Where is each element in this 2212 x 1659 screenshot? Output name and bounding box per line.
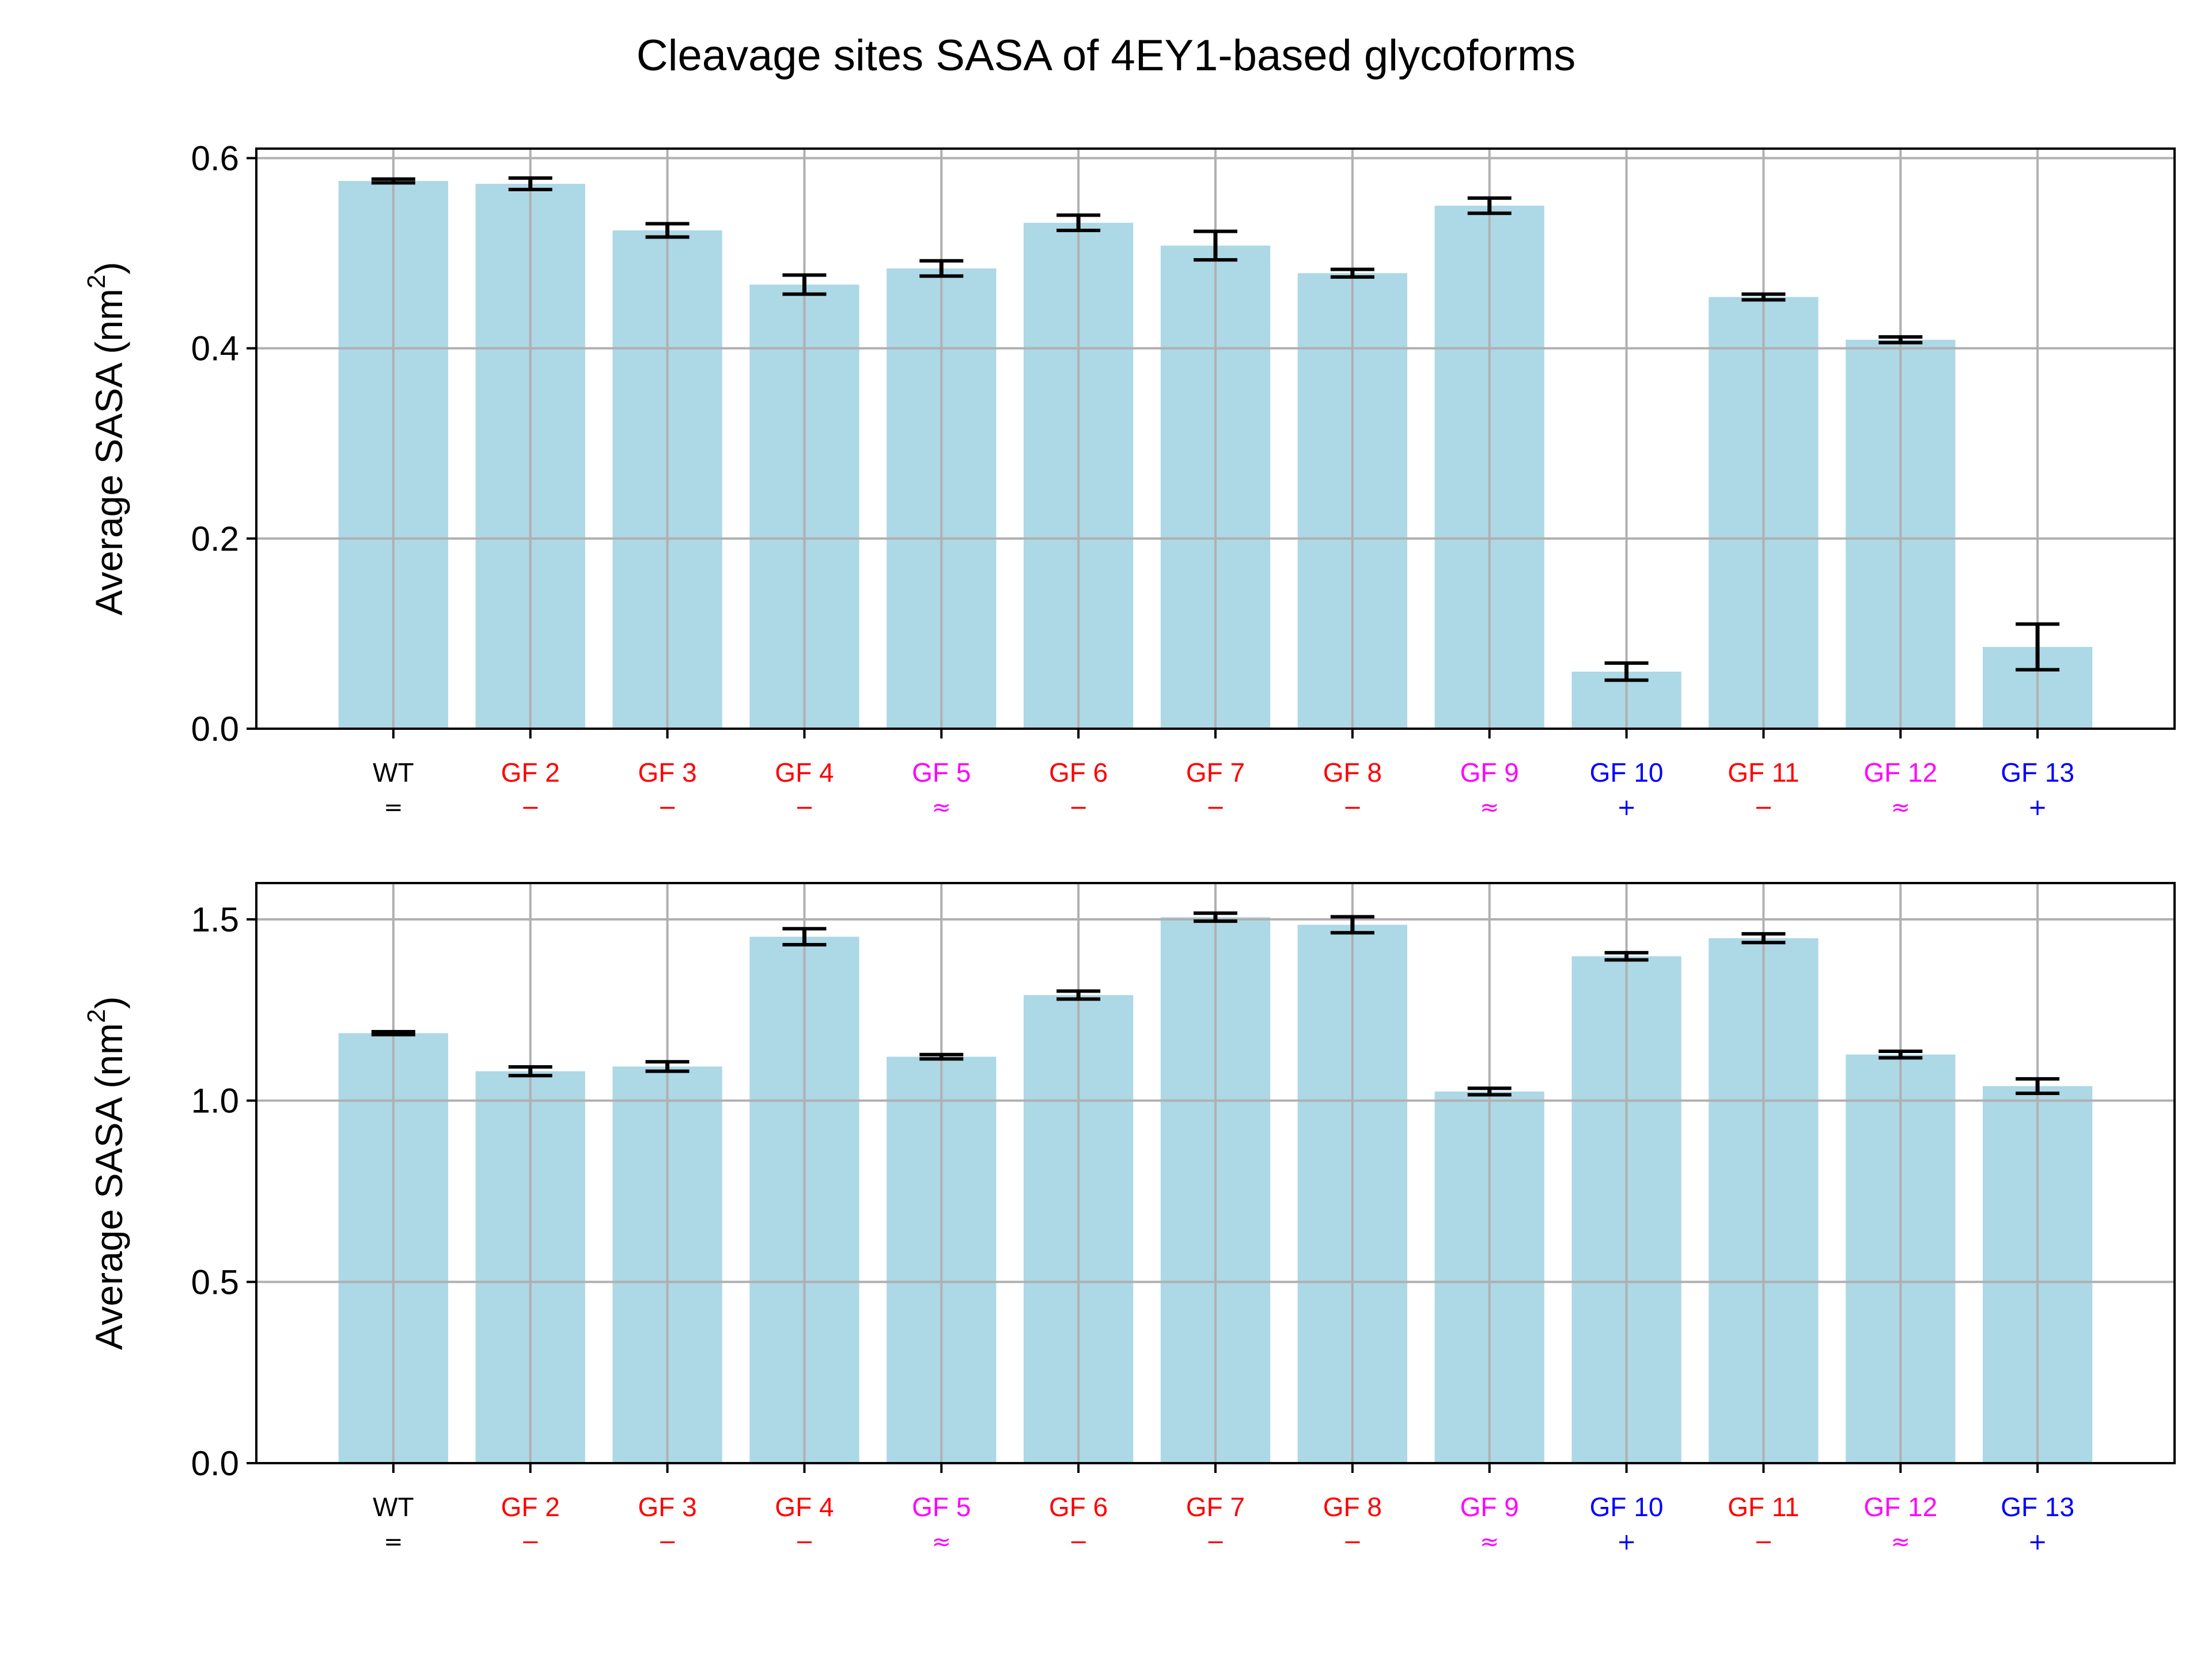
top-xtick-symbol-0: = xyxy=(384,794,403,821)
bottom-xtick-label-8: GF 9 xyxy=(1460,1492,1519,1522)
top-ytick-label-2: 0.4 xyxy=(191,329,239,368)
bottom-ylabel-close: ) xyxy=(88,997,130,1009)
bottom-xtick-symbol-8: ≈ xyxy=(1480,1529,1499,1555)
bottom-ytick-label-2: 1.0 xyxy=(191,1082,239,1120)
bottom-xtick-symbol-11: ≈ xyxy=(1891,1529,1911,1555)
bottom-ytick-label-3: 1.5 xyxy=(191,900,239,939)
bottom-ylabel-main: Average SASA (nm xyxy=(88,1023,130,1350)
top-xtick-symbol-9: + xyxy=(1617,794,1637,821)
top-ylabel-superscript: 2 xyxy=(82,275,111,289)
top-xtick-symbol-3: − xyxy=(795,794,815,821)
top-xtick-label-8: GF 9 xyxy=(1460,757,1519,787)
bottom-xtick-symbol-3: − xyxy=(795,1529,815,1555)
top-xtick-label-3: GF 4 xyxy=(775,757,834,787)
bottom-xtick-symbol-6: − xyxy=(1206,1529,1225,1555)
top-xtick-symbol-11: ≈ xyxy=(1891,794,1911,821)
bottom-xtick-label-3: GF 4 xyxy=(775,1492,834,1522)
top-xtick-label-4: GF 5 xyxy=(912,757,971,787)
bottom-chart-panel: 0.0 0.5 1.0 1.5 WT = GF 2 − GF 3 − GF 4 − GF 5 ≈ GF 6 −… xyxy=(82,882,2176,1555)
top-ytick-label-1: 0.2 xyxy=(191,520,239,558)
top-xtick-symbol-7: − xyxy=(1343,794,1362,821)
top-xtick-label-1: GF 2 xyxy=(501,757,560,787)
top-xtick-label-12: GF 13 xyxy=(2001,757,2074,787)
bottom-xtick-symbol-9: + xyxy=(1617,1529,1637,1555)
top-ylabel: Average SASA (nm2) xyxy=(82,262,130,616)
top-xtick-symbol-2: − xyxy=(658,794,677,821)
bottom-ylabel-superscript: 2 xyxy=(82,1009,111,1023)
bottom-xtick-label-10: GF 11 xyxy=(1728,1492,1799,1522)
top-ylabel-main: Average SASA (nm xyxy=(88,289,130,615)
bottom-ytick-label-1: 0.5 xyxy=(191,1263,239,1301)
bottom-xtick-label-9: GF 10 xyxy=(1590,1492,1664,1522)
bottom-xtick-label-12: GF 13 xyxy=(2001,1492,2074,1522)
bottom-xtick-symbol-7: − xyxy=(1343,1529,1362,1555)
top-xtick-symbol-6: − xyxy=(1206,794,1225,821)
top-xtick-symbol-8: ≈ xyxy=(1480,794,1499,821)
top-xtick-symbol-10: − xyxy=(1754,794,1774,821)
bottom-xtick-symbol-0: = xyxy=(384,1529,403,1555)
top-xtick-label-11: GF 12 xyxy=(1863,757,1937,787)
bottom-xtick-symbol-5: − xyxy=(1069,1529,1088,1555)
bottom-xtick-label-4: GF 5 xyxy=(912,1492,971,1522)
top-xtick-symbol-12: + xyxy=(2028,794,2047,821)
bottom-xtick-symbol-12: + xyxy=(2028,1529,2047,1555)
top-xtick-symbol-1: − xyxy=(521,794,540,821)
top-xtick-label-10: GF 11 xyxy=(1728,757,1799,787)
bottom-xtick-label-2: GF 3 xyxy=(638,1492,696,1522)
bottom-xtick-label-0: WT xyxy=(373,1492,414,1522)
bottom-xtick-label-5: GF 6 xyxy=(1049,1492,1108,1522)
top-xtick-symbol-5: − xyxy=(1069,794,1088,821)
bottom-ylabel: Average SASA (nm2) xyxy=(82,997,130,1350)
bottom-xtick-label-7: GF 8 xyxy=(1323,1492,1382,1522)
top-ytick-label-0: 0.0 xyxy=(191,710,239,748)
bottom-xtick-label-11: GF 12 xyxy=(1863,1492,1937,1522)
top-ylabel-close: ) xyxy=(88,262,130,275)
top-xtick-label-6: GF 7 xyxy=(1186,757,1245,787)
bottom-xtick-symbol-4: ≈ xyxy=(932,1529,952,1555)
bottom-xtick-label-6: GF 7 xyxy=(1186,1492,1245,1522)
top-xtick-symbol-4: ≈ xyxy=(932,794,952,821)
top-xtick-label-7: GF 8 xyxy=(1323,757,1382,787)
top-xtick-label-9: GF 10 xyxy=(1590,757,1664,787)
top-xtick-label-0: WT xyxy=(373,757,414,787)
figure-title: Cleavage sites SASA of 4EY1-based glycof… xyxy=(637,31,1576,80)
bottom-xtick-symbol-2: − xyxy=(658,1529,677,1555)
top-chart-panel: 0.0 0.2 0.4 0.6 WT = GF 2 − GF 3 − GF 4 − GF 5 ≈ GF 6 −… xyxy=(82,139,2176,821)
top-xtick-label-2: GF 3 xyxy=(638,757,696,787)
bottom-ytick-label-0: 0.0 xyxy=(191,1444,239,1483)
bottom-xtick-symbol-10: − xyxy=(1754,1529,1774,1555)
top-xtick-label-5: GF 6 xyxy=(1049,757,1108,787)
bottom-xtick-label-1: GF 2 xyxy=(501,1492,560,1522)
bottom-xtick-symbol-1: − xyxy=(521,1529,540,1555)
top-ytick-label-3: 0.6 xyxy=(191,139,239,178)
